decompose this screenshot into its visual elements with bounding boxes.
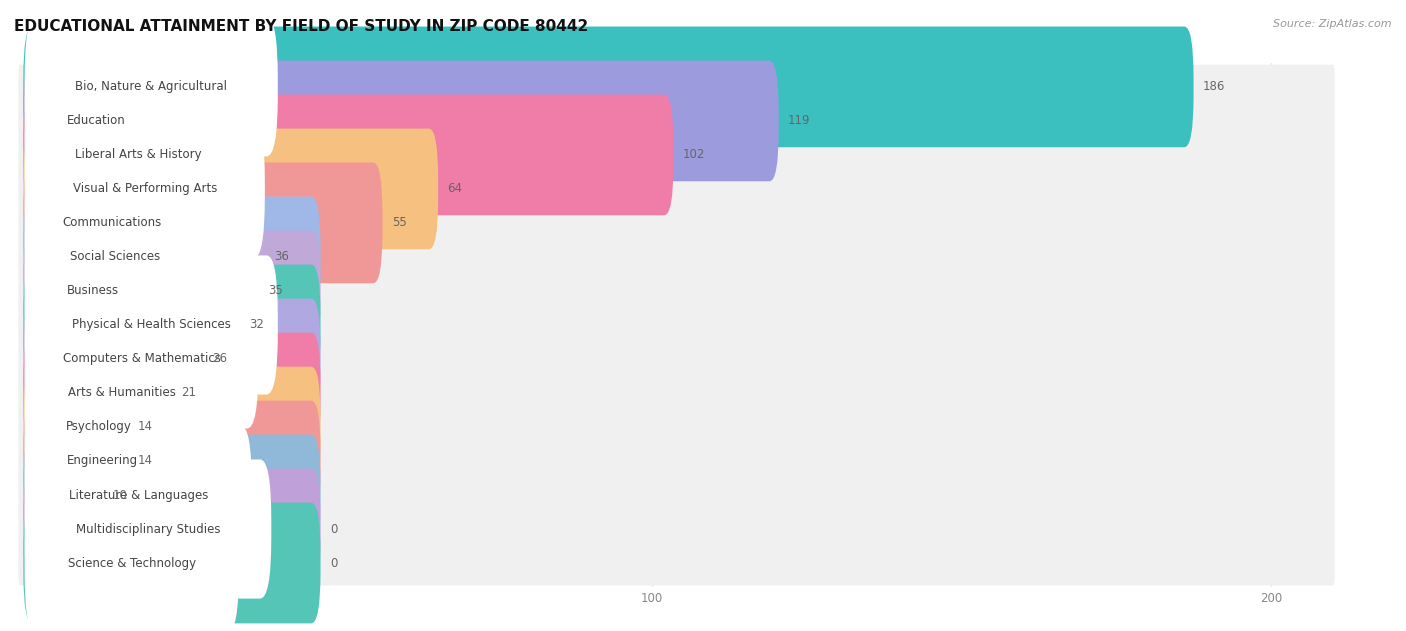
Text: 0: 0 (330, 557, 337, 570)
FancyBboxPatch shape (24, 153, 200, 293)
Text: 32: 32 (249, 319, 264, 331)
FancyBboxPatch shape (24, 129, 439, 249)
Text: 55: 55 (392, 216, 406, 230)
Text: 102: 102 (683, 148, 706, 162)
Text: Social Sciences: Social Sciences (70, 251, 160, 264)
Text: Computers & Mathematics: Computers & Mathematics (62, 353, 221, 365)
FancyBboxPatch shape (18, 507, 1334, 551)
Text: Visual & Performing Arts: Visual & Performing Arts (73, 182, 217, 196)
FancyBboxPatch shape (24, 51, 167, 191)
Text: 10: 10 (112, 488, 128, 502)
FancyBboxPatch shape (24, 221, 160, 360)
FancyBboxPatch shape (18, 404, 1334, 449)
FancyBboxPatch shape (24, 27, 1194, 147)
FancyBboxPatch shape (24, 493, 239, 631)
Text: Engineering: Engineering (67, 454, 138, 468)
Text: Arts & Humanities: Arts & Humanities (67, 386, 176, 399)
FancyBboxPatch shape (18, 235, 1334, 280)
FancyBboxPatch shape (24, 324, 219, 463)
Text: 0: 0 (330, 522, 337, 536)
Text: 119: 119 (787, 114, 810, 127)
Text: 35: 35 (269, 285, 283, 297)
FancyBboxPatch shape (18, 439, 1334, 483)
Text: Multidisciplinary Studies: Multidisciplinary Studies (76, 522, 221, 536)
FancyBboxPatch shape (24, 119, 264, 259)
Text: Education: Education (66, 114, 125, 127)
Text: 21: 21 (181, 386, 197, 399)
FancyBboxPatch shape (24, 459, 271, 599)
FancyBboxPatch shape (18, 167, 1334, 211)
FancyBboxPatch shape (18, 370, 1334, 415)
Text: Business: Business (66, 285, 118, 297)
FancyBboxPatch shape (24, 187, 207, 326)
FancyBboxPatch shape (18, 201, 1334, 245)
Text: Literature & Languages: Literature & Languages (69, 488, 208, 502)
FancyBboxPatch shape (24, 333, 321, 453)
Text: 64: 64 (447, 182, 463, 196)
FancyBboxPatch shape (24, 357, 174, 497)
FancyBboxPatch shape (24, 391, 180, 531)
Text: Communications: Communications (63, 216, 162, 230)
FancyBboxPatch shape (24, 85, 252, 225)
Text: Bio, Nature & Agricultural: Bio, Nature & Agricultural (75, 80, 228, 93)
FancyBboxPatch shape (18, 133, 1334, 177)
FancyBboxPatch shape (24, 298, 321, 420)
FancyBboxPatch shape (18, 64, 1334, 109)
FancyBboxPatch shape (18, 303, 1334, 347)
FancyBboxPatch shape (18, 541, 1334, 586)
FancyBboxPatch shape (24, 230, 321, 351)
FancyBboxPatch shape (24, 256, 278, 394)
Text: 14: 14 (138, 454, 153, 468)
FancyBboxPatch shape (24, 18, 278, 156)
Text: Psychology: Psychology (66, 420, 132, 433)
Text: Physical & Health Sciences: Physical & Health Sciences (72, 319, 231, 331)
FancyBboxPatch shape (24, 95, 673, 215)
FancyBboxPatch shape (24, 290, 259, 428)
FancyBboxPatch shape (24, 367, 321, 487)
FancyBboxPatch shape (24, 197, 321, 317)
FancyBboxPatch shape (18, 269, 1334, 313)
Text: 14: 14 (138, 420, 153, 433)
Text: EDUCATIONAL ATTAINMENT BY FIELD OF STUDY IN ZIP CODE 80442: EDUCATIONAL ATTAINMENT BY FIELD OF STUDY… (14, 19, 588, 34)
FancyBboxPatch shape (18, 337, 1334, 381)
Text: Liberal Arts & History: Liberal Arts & History (75, 148, 201, 162)
FancyBboxPatch shape (24, 163, 382, 283)
FancyBboxPatch shape (24, 503, 321, 623)
FancyBboxPatch shape (24, 435, 321, 555)
Text: 36: 36 (274, 251, 290, 264)
FancyBboxPatch shape (24, 401, 321, 521)
Text: 26: 26 (212, 353, 228, 365)
FancyBboxPatch shape (24, 469, 321, 589)
Text: Science & Technology: Science & Technology (67, 557, 195, 570)
FancyBboxPatch shape (18, 473, 1334, 517)
Text: 186: 186 (1204, 80, 1225, 93)
FancyBboxPatch shape (24, 61, 779, 181)
FancyBboxPatch shape (18, 98, 1334, 143)
FancyBboxPatch shape (24, 425, 252, 565)
Text: Source: ZipAtlas.com: Source: ZipAtlas.com (1274, 19, 1392, 29)
FancyBboxPatch shape (24, 264, 321, 386)
